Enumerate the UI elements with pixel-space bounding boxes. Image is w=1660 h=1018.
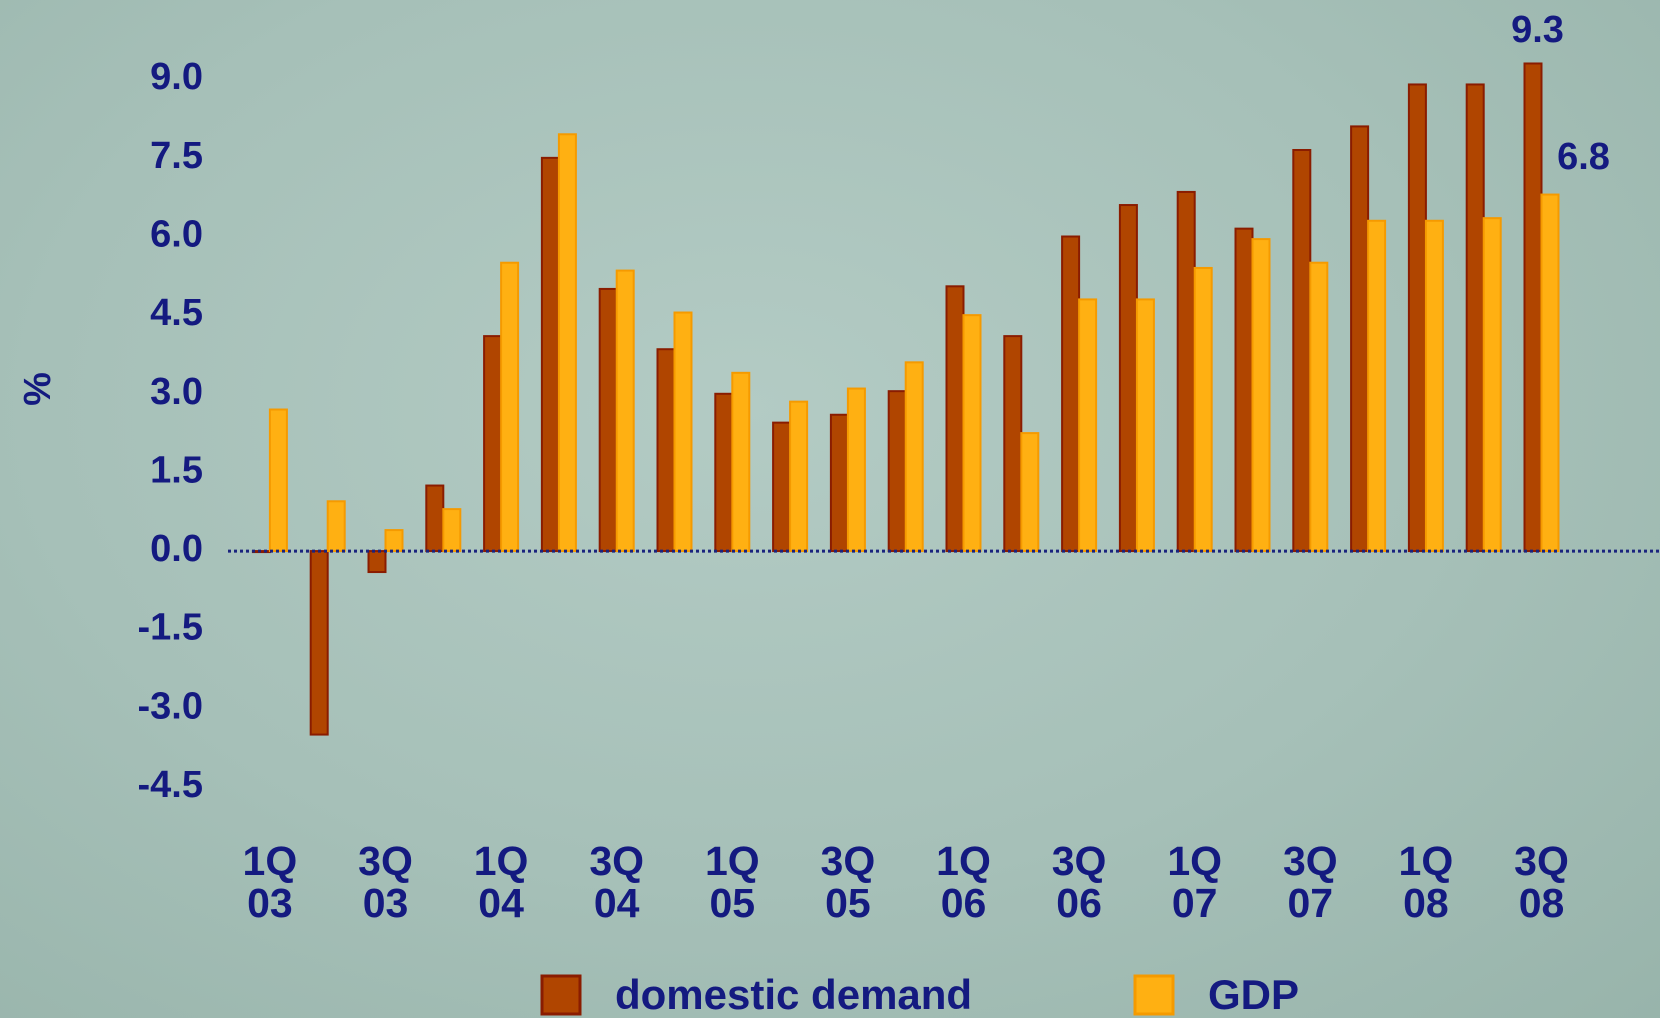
bar bbox=[1367, 219, 1387, 553]
bar bbox=[1135, 298, 1155, 553]
bar bbox=[1251, 238, 1271, 553]
bar bbox=[1350, 125, 1370, 553]
bar bbox=[1482, 217, 1502, 553]
bar bbox=[615, 269, 635, 553]
bar bbox=[309, 550, 329, 736]
bar bbox=[887, 390, 907, 553]
x-tick-label: 1Q 06 bbox=[936, 838, 991, 926]
bar bbox=[425, 484, 445, 553]
y-tick-label: 3.0 bbox=[150, 371, 203, 413]
bar bbox=[557, 133, 577, 553]
bar bbox=[1118, 204, 1138, 553]
bar bbox=[846, 387, 866, 553]
bar bbox=[829, 413, 849, 553]
y-tick-label: -3.0 bbox=[138, 685, 203, 727]
bar bbox=[1176, 190, 1196, 553]
y-axis-label: % bbox=[17, 372, 59, 406]
bar bbox=[945, 285, 965, 553]
y-tick-label: -4.5 bbox=[138, 764, 203, 806]
bar bbox=[1078, 298, 1098, 553]
legend-label: domestic demand bbox=[615, 971, 972, 1018]
data-label: 6.8 bbox=[1557, 136, 1610, 178]
x-tick-label: 1Q 08 bbox=[1398, 838, 1454, 926]
y-tick-label: 9.0 bbox=[150, 56, 203, 98]
data-label: 9.3 bbox=[1511, 9, 1564, 51]
bar bbox=[483, 335, 503, 553]
bar bbox=[268, 408, 288, 553]
bar bbox=[962, 314, 982, 553]
x-tick-label: 1Q 07 bbox=[1167, 838, 1223, 926]
legend-swatch bbox=[540, 974, 582, 1016]
bar bbox=[731, 371, 751, 553]
bar bbox=[1020, 432, 1040, 553]
bar bbox=[540, 156, 560, 553]
bar bbox=[442, 508, 462, 553]
x-tick-label: 3Q 07 bbox=[1282, 838, 1338, 926]
bar bbox=[1407, 83, 1427, 553]
x-tick-label: 1Q 05 bbox=[704, 838, 760, 926]
x-tick-label: 1Q 03 bbox=[242, 838, 298, 926]
bar bbox=[714, 392, 734, 553]
y-tick-label: 1.5 bbox=[150, 449, 203, 491]
y-tick-label: 4.5 bbox=[150, 292, 203, 334]
bar bbox=[326, 500, 346, 553]
bar bbox=[384, 529, 404, 553]
bar bbox=[1193, 266, 1213, 553]
y-tick-label: -1.5 bbox=[138, 607, 203, 649]
bar bbox=[904, 361, 924, 553]
y-tick-label: 6.0 bbox=[150, 214, 203, 256]
bar bbox=[598, 287, 618, 553]
bar bbox=[1523, 62, 1543, 553]
bar bbox=[1424, 219, 1444, 553]
legend-label: GDP bbox=[1208, 971, 1299, 1018]
bar bbox=[1003, 335, 1023, 553]
bar bbox=[251, 550, 271, 554]
bar bbox=[772, 421, 792, 553]
y-tick-label: 7.5 bbox=[150, 135, 203, 177]
x-tick-label: 3Q 05 bbox=[820, 838, 876, 926]
bar bbox=[789, 400, 809, 553]
x-tick-label: 3Q 06 bbox=[1051, 838, 1107, 926]
bar bbox=[1061, 235, 1081, 553]
bar bbox=[1309, 261, 1329, 553]
bar bbox=[367, 550, 387, 574]
bar bbox=[656, 348, 676, 553]
bar bbox=[1292, 148, 1312, 553]
bar bbox=[1540, 193, 1560, 553]
x-tick-label: 3Q 03 bbox=[358, 838, 413, 926]
y-tick-label: 0.0 bbox=[150, 528, 203, 570]
x-tick-label: 3Q 08 bbox=[1514, 838, 1569, 926]
bar bbox=[673, 311, 693, 553]
x-tick-label: 1Q 04 bbox=[473, 838, 529, 926]
x-tick-label: 3Q 04 bbox=[589, 838, 645, 926]
legend-swatch bbox=[1133, 974, 1175, 1016]
bar bbox=[1234, 227, 1254, 553]
bar bbox=[1465, 83, 1485, 553]
bar bbox=[500, 261, 520, 553]
